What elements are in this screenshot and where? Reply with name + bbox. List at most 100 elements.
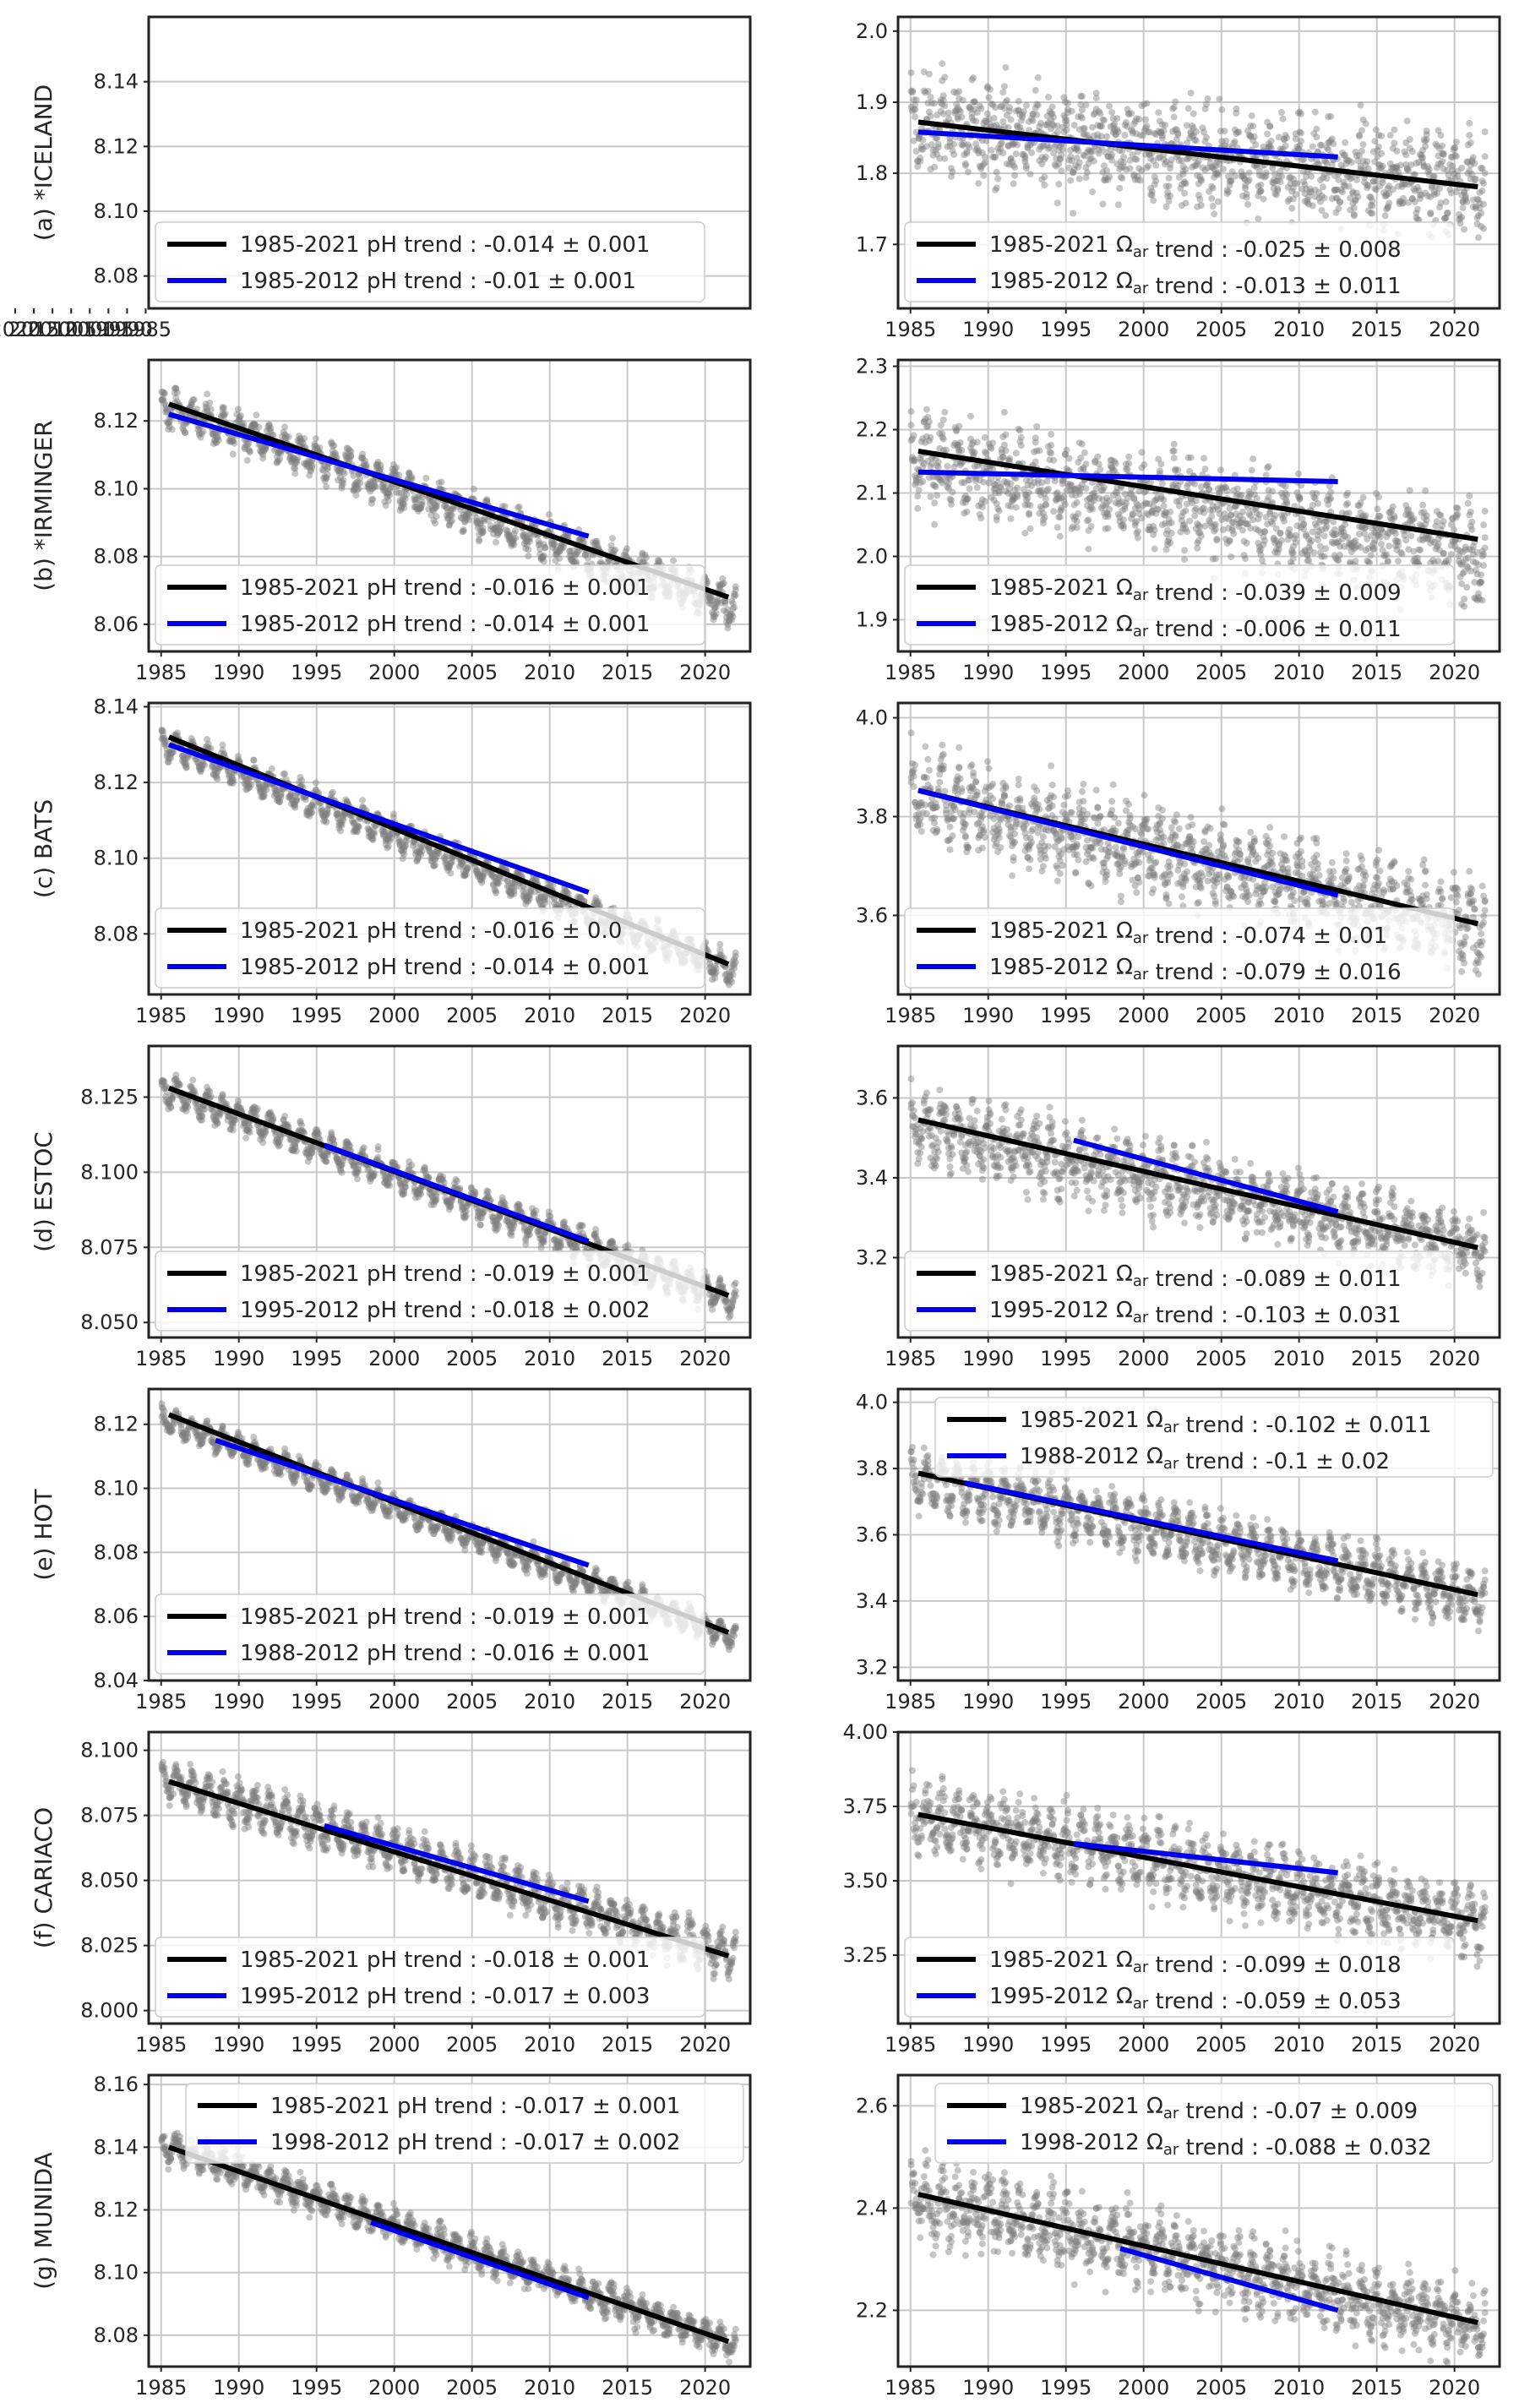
legend: 1985-2021 Ωar trend : -0.025 ± 0.0081985…: [904, 221, 1455, 302]
legend-label: 1985-2021 pH trend : -0.016 ± 0.001: [240, 575, 650, 601]
scatter-point: [313, 444, 321, 452]
scatter-point: [937, 99, 945, 106]
scatter-point: [1286, 195, 1293, 203]
scatter-point: [1347, 206, 1354, 214]
scatter-point: [1015, 106, 1022, 114]
scatter-point: [1400, 194, 1407, 202]
scatter-point: [343, 444, 351, 452]
scatter-point: [1240, 175, 1248, 183]
scatter-point: [6, 247, 13, 253]
scatter-point: [1026, 509, 1032, 517]
scatter-point: [14, 215, 21, 222]
scatter-point: [258, 444, 265, 451]
scatter-point: [100, 118, 106, 125]
scatter-point: [1029, 111, 1037, 118]
scatter-point: [1017, 442, 1025, 449]
scatter-point: [73, 151, 79, 158]
scatter-point: [11, 216, 18, 223]
scatter-point: [1262, 172, 1270, 180]
scatter-point: [57, 152, 64, 159]
scatter-point: [1449, 162, 1456, 170]
scatter-point: [72, 139, 79, 145]
scatter-point: [1284, 198, 1292, 205]
scatter-point: [1278, 172, 1285, 180]
scatter-point: [226, 438, 233, 444]
scatter-point: [1123, 118, 1130, 126]
scatter-point: [1449, 166, 1456, 174]
scatter-point: [373, 461, 380, 469]
scatter-point: [966, 104, 973, 112]
scatter-point: [70, 144, 77, 151]
scatter-point: [8, 220, 14, 226]
scatter-point: [1003, 160, 1010, 167]
scatter-point: [16, 214, 23, 221]
scatter-point: [1342, 155, 1350, 163]
scatter-point: [992, 186, 999, 193]
scatter-point: [1061, 501, 1069, 508]
scatter-point: [292, 459, 300, 466]
scatter-point: [84, 116, 90, 123]
scatter-point: [8, 219, 15, 226]
scatter-point: [71, 144, 78, 150]
scatter-point: [12, 206, 19, 213]
scatter-point: [81, 154, 88, 161]
scatter-point: [1014, 122, 1021, 129]
scatter-point: [1143, 100, 1151, 107]
scatter-point: [389, 466, 396, 473]
scatter-point: [1287, 173, 1294, 181]
scatter-point: [57, 166, 64, 172]
scatter-point: [323, 483, 330, 491]
scatter-point: [1228, 168, 1236, 176]
scatter-point: [116, 63, 122, 70]
scatter-point: [1136, 132, 1144, 139]
scatter-point: [246, 449, 253, 456]
scatter-point: [291, 470, 299, 477]
scatter-point: [64, 150, 71, 156]
scatter-point: [270, 447, 278, 455]
scatter-point: [312, 435, 319, 443]
scatter-point: [1424, 192, 1432, 199]
scatter-point: [4, 218, 11, 225]
scatter-point: [359, 455, 367, 462]
scatter-point: [1119, 147, 1126, 155]
scatter-point: [1313, 157, 1320, 164]
scatter-point: [1244, 177, 1252, 185]
scatter-point: [417, 500, 425, 508]
scatter-point: [1419, 147, 1427, 154]
scatter-point: [308, 461, 316, 469]
scatter-point: [138, 46, 144, 53]
scatter-point: [1085, 516, 1092, 524]
scatter-point: [990, 123, 998, 130]
scatter-point: [1372, 177, 1380, 185]
scatter-point: [15, 196, 22, 203]
scatter-point: [260, 447, 268, 455]
scatter-point: [1406, 144, 1413, 152]
scatter-point: [77, 150, 84, 157]
scatter-point: [1072, 161, 1080, 169]
scatter-point: [66, 154, 73, 161]
scatter-point: [296, 438, 302, 445]
scatter-point: [399, 495, 406, 503]
scatter-point: [85, 140, 92, 147]
scatter-point: [1119, 516, 1127, 524]
scatter-point: [114, 95, 121, 102]
scatter-point: [57, 150, 64, 156]
scatter-point: [262, 444, 270, 452]
scatter-point: [941, 74, 949, 81]
scatter-point: [1206, 188, 1213, 195]
scatter-point: [7, 226, 14, 232]
scatter-point: [1102, 174, 1109, 182]
scatter-point: [1050, 122, 1058, 129]
scatter-point: [376, 466, 384, 474]
scatter-point: [1129, 128, 1136, 135]
scatter-point: [65, 160, 72, 166]
scatter-point: [932, 134, 939, 142]
scatter-point: [207, 406, 215, 413]
scatter-point: [106, 113, 113, 120]
scatter-point: [58, 161, 65, 167]
y-tick-label: 8.08: [94, 264, 139, 288]
scatter-point: [76, 143, 83, 150]
scatter-point: [1386, 132, 1394, 139]
scatter-point: [139, 37, 145, 44]
scatter-point: [306, 463, 313, 471]
